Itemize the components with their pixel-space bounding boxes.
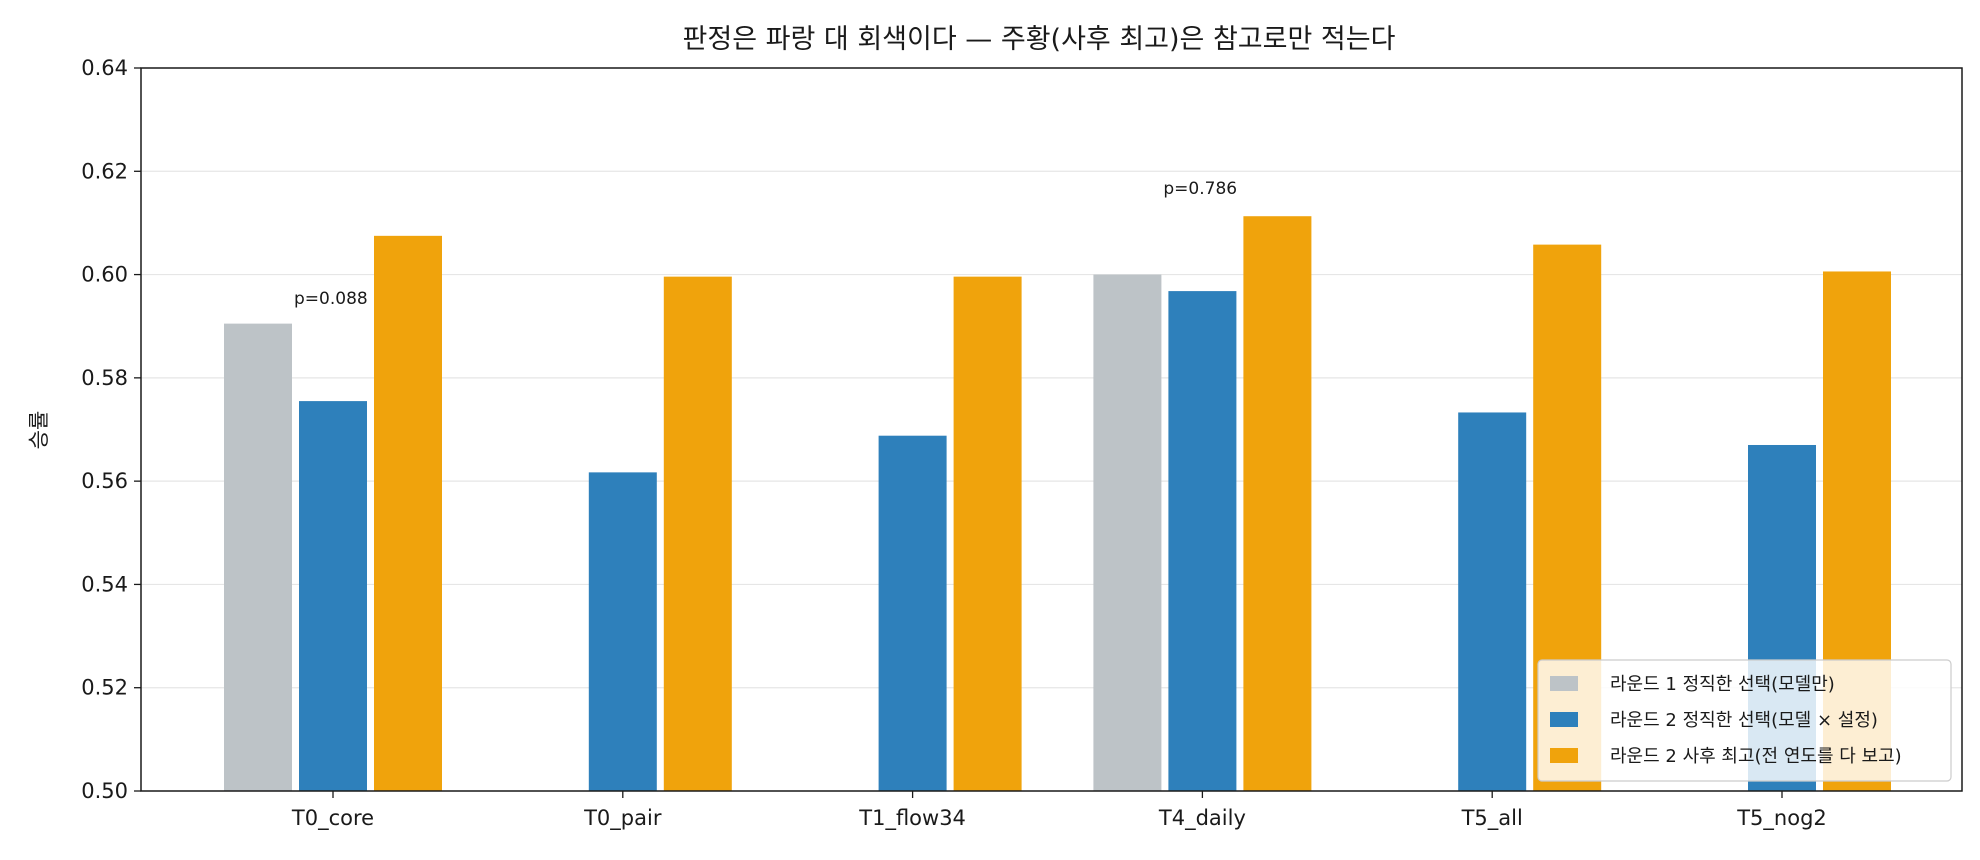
y-axis-label: 승률: [27, 411, 51, 450]
x-tick-label: T1_flow34: [858, 806, 966, 831]
bar: [299, 401, 367, 791]
bar: [1458, 412, 1527, 791]
bar: [1168, 291, 1237, 791]
y-tick-label: 0.54: [81, 572, 128, 596]
p-value-annotation: p=0.786: [1163, 179, 1237, 199]
legend[interactable]: 라운드 1 정직한 선택(모델만) 라운드 2 정직한 선택(모델 × 설정) 라운…: [1537, 659, 1952, 782]
y-tick-label: 0.60: [81, 263, 128, 287]
x-tick-label: T5_nog2: [1736, 806, 1827, 831]
y-axis: 0.50 0.52 0.54 0.56 0.58 0.60 0.62 0.64: [81, 56, 141, 803]
y-tick-label: 0.56: [81, 469, 128, 493]
plot-frame: [140, 67, 1963, 792]
y-tick-label: 0.58: [81, 366, 128, 390]
legend-swatch: [1550, 748, 1578, 763]
chart-title: 판정은 파랑 대 회색이다 — 주황(사후 최고)은 참고로만 적는다: [683, 24, 1396, 55]
x-axis: T0_core T0_pair T1_flow34 T4_daily T5_all T5_…: [291, 791, 1827, 831]
grid-lines: [141, 67, 1962, 792]
legend-swatch: [1550, 676, 1578, 691]
p-value-annotation: p=0.088: [294, 289, 368, 309]
bar: [878, 435, 947, 791]
annotations: p=0.088 p=0.786: [294, 179, 1237, 309]
y-tick-label: 0.50: [81, 779, 128, 803]
y-tick-label: 0.62: [81, 159, 128, 183]
x-tick-label: T0_core: [291, 806, 374, 831]
bar: [1093, 274, 1162, 792]
legend-entry: 라운드 2 사후 최고(전 연도를 다 보고): [1610, 746, 1902, 767]
bar: [588, 472, 657, 791]
x-tick-label: T4_daily: [1158, 806, 1246, 831]
legend-entry: 라운드 1 정직한 선택(모델만): [1610, 674, 1835, 695]
bar: [1243, 216, 1312, 792]
legend-box: [1537, 659, 1952, 782]
y-tick-label: 0.64: [81, 56, 128, 80]
legend-swatch: [1550, 712, 1578, 727]
bar: [953, 276, 1022, 791]
legend-entry: 라운드 2 정직한 선택(모델 × 설정): [1610, 710, 1878, 731]
bar: [663, 276, 732, 791]
y-tick-label: 0.52: [81, 676, 128, 700]
x-tick-label: T5_all: [1461, 806, 1523, 831]
bar: [374, 235, 442, 791]
bar: [224, 323, 292, 791]
x-tick-label: T0_pair: [583, 806, 662, 831]
